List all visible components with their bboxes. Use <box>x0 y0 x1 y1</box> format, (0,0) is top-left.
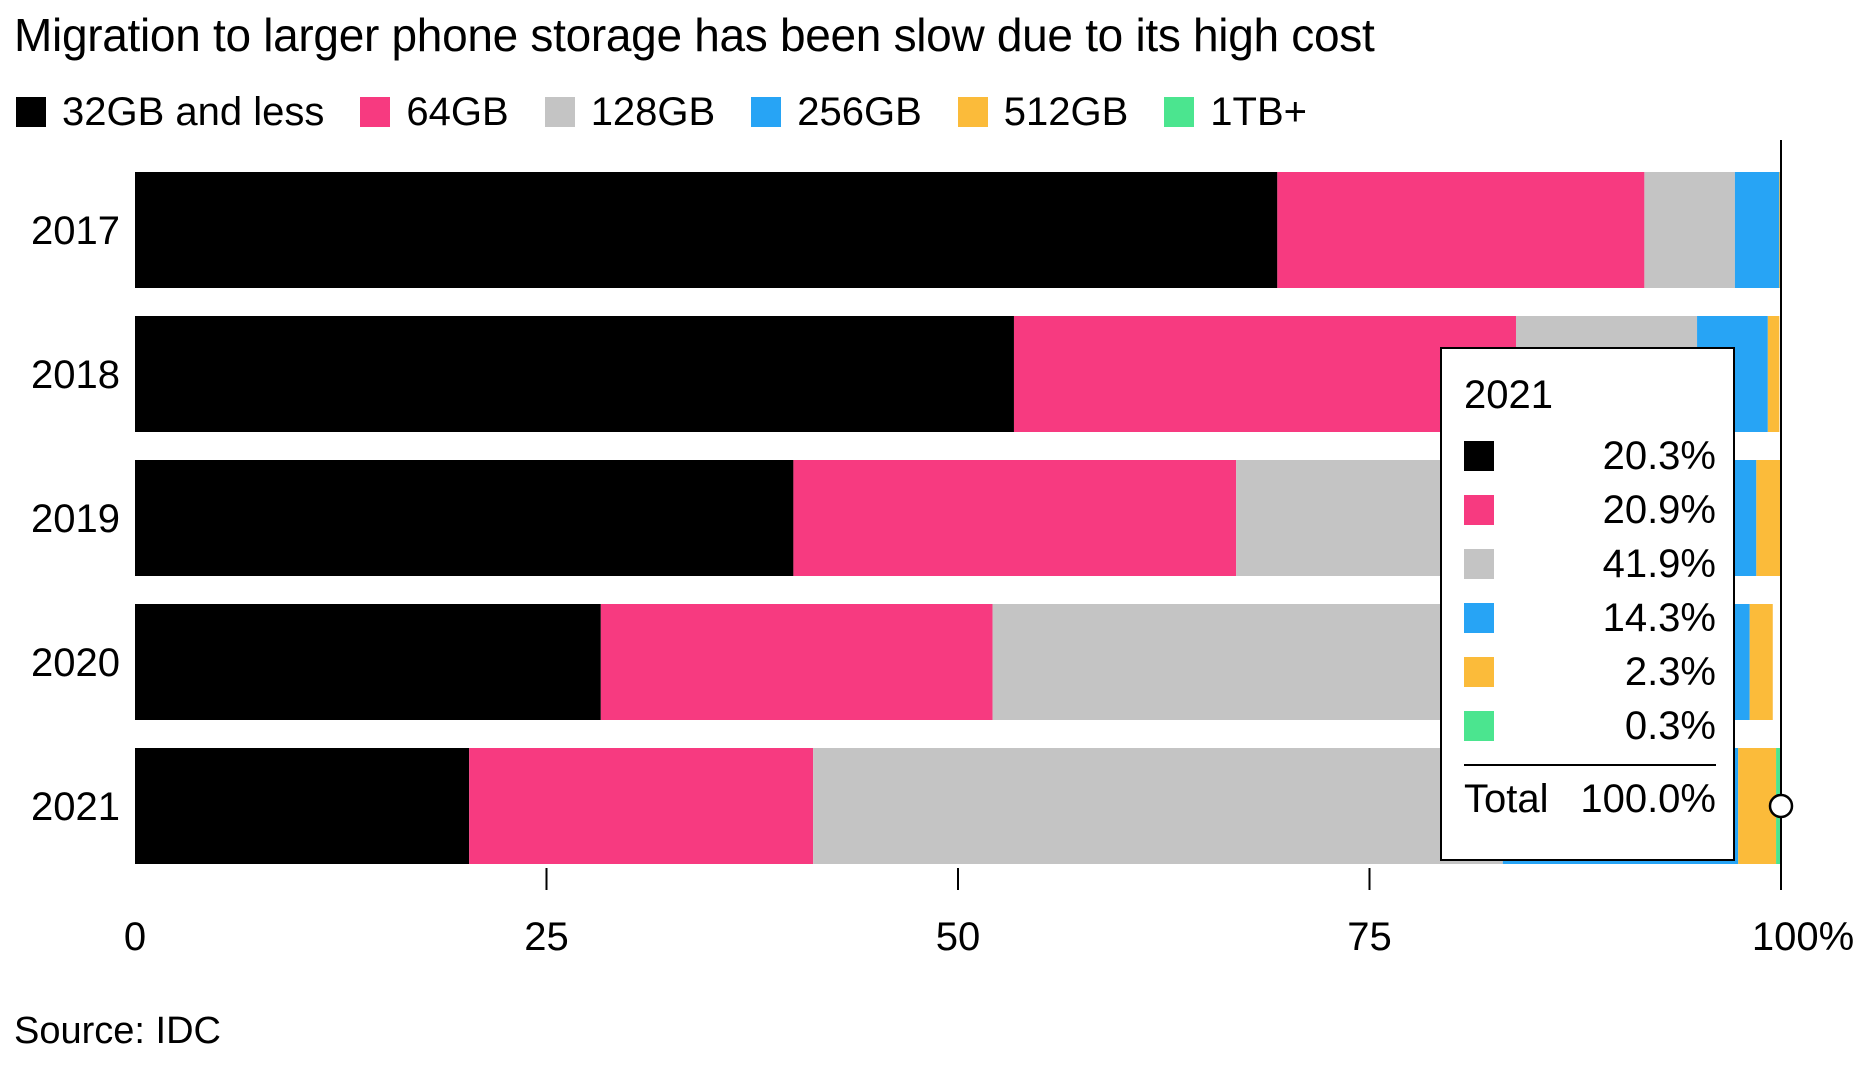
legend-label: 256GB <box>797 89 922 134</box>
legend-swatch <box>360 97 391 127</box>
x-tick-label: 25 <box>524 915 569 959</box>
year-label: 2020 <box>31 641 120 685</box>
x-tick-label: 50 <box>936 915 981 959</box>
legend-item-128gb[interactable]: 128GB <box>544 89 716 135</box>
bar-segment-2019-512gb[interactable] <box>1756 460 1781 576</box>
tooltip-total-label: Total <box>1464 777 1549 821</box>
tooltip-swatch <box>1464 603 1494 633</box>
tooltip-total: Total 100.0% <box>1464 777 1716 822</box>
tooltip-value: 0.3% <box>1624 703 1716 748</box>
x-tick-label: 0 <box>124 915 146 959</box>
legend-item-256gb[interactable]: 256GB <box>751 90 922 135</box>
year-label: 2019 <box>31 497 120 541</box>
tooltip-divider <box>1464 764 1716 766</box>
bar-segment-2017-64gb[interactable] <box>1277 172 1645 288</box>
bar-segment-2018-512gb[interactable] <box>1767 316 1780 432</box>
legend-label: 64GB <box>406 89 509 134</box>
tooltip-row: 14.3% <box>1464 595 1716 641</box>
legend-item-32gb[interactable]: 32GB and less <box>16 90 324 135</box>
tooltip-row: 20.3% <box>1464 433 1716 479</box>
bar-segment-2021-64gb[interactable] <box>469 748 814 864</box>
tooltip-row: 20.9% <box>1464 487 1716 533</box>
bar-segment-2017-256gb[interactable] <box>1734 172 1780 288</box>
legend-label: 512GB <box>1003 89 1129 134</box>
legend-item-64gb[interactable]: 64GB <box>360 89 509 135</box>
tooltip-swatch <box>1464 657 1494 687</box>
year-label: 2018 <box>31 353 120 397</box>
bar-segment-2018-32gb-and-less[interactable] <box>135 316 1014 432</box>
source-note: Source: IDC <box>14 1010 221 1052</box>
tooltip: 2021 20.3% 20.9% 41.9% 14.3% 2.3% 0.3% T… <box>1440 347 1735 861</box>
tooltip-row: 2.3% <box>1464 649 1716 695</box>
bar-segment-2019-32gb-and-less[interactable] <box>135 460 794 576</box>
tooltip-value: 14.3% <box>1602 595 1716 640</box>
tooltip-value: 20.9% <box>1602 487 1716 532</box>
tooltip-value: 41.9% <box>1602 541 1716 586</box>
tooltip-row: 0.3% <box>1464 703 1716 749</box>
y-axis-labels: 2017 2018 2019 2020 2021 <box>31 209 120 829</box>
chart-title: Migration to larger phone storage has be… <box>14 9 1375 61</box>
tooltip-swatch <box>1464 549 1494 579</box>
legend-swatch <box>1164 97 1195 127</box>
bar-segment-2021-128gb[interactable] <box>813 748 1503 864</box>
year-label: 2017 <box>31 209 120 253</box>
legend-item-512gb[interactable]: 512GB <box>957 89 1129 135</box>
tooltip-swatch <box>1464 711 1494 741</box>
bar-segment-2019-64gb[interactable] <box>793 460 1237 576</box>
bar-segment-2020-512gb[interactable] <box>1749 604 1773 720</box>
year-label: 2021 <box>31 785 120 829</box>
tooltip-total-value: 100.0% <box>1580 777 1716 821</box>
bar-segment-2020-128gb[interactable] <box>992 604 1495 720</box>
tooltip-year: 2021 <box>1464 373 1553 417</box>
legend-label: 128GB <box>590 89 716 134</box>
tooltip-value: 20.3% <box>1602 433 1716 478</box>
x-axis: 0 25 50 75 100% <box>124 868 1854 959</box>
x-tick-label: 75 <box>1347 915 1392 959</box>
bar-segment-2020-64gb[interactable] <box>600 604 993 720</box>
legend-label: 1TB+ <box>1210 89 1307 134</box>
legend-swatch <box>957 97 988 127</box>
tooltip-value: 2.3% <box>1624 649 1716 694</box>
x-tick-label: 100% <box>1752 915 1854 959</box>
bar-segment-2017-128gb[interactable] <box>1644 172 1735 288</box>
legend-swatch <box>16 97 46 127</box>
bar-segment-2021-32gb-and-less[interactable] <box>135 748 470 864</box>
tooltip-row: 41.9% <box>1464 541 1716 587</box>
legend: 32GB and less 64GB 128GB 256GB 512GB 1TB… <box>16 88 1343 136</box>
bar-segment-2018-64gb[interactable] <box>1013 316 1516 432</box>
legend-label: 32GB and less <box>62 89 325 134</box>
legend-swatch <box>751 97 782 127</box>
tooltip-swatch <box>1464 495 1494 525</box>
legend-item-1tb[interactable]: 1TB+ <box>1164 90 1307 135</box>
hover-marker <box>1768 793 1794 819</box>
legend-swatch <box>544 97 575 127</box>
bar-segment-2017-32gb-and-less[interactable] <box>135 172 1278 288</box>
bar-segment-2020-32gb-and-less[interactable] <box>135 604 601 720</box>
tooltip-swatch <box>1464 441 1494 471</box>
